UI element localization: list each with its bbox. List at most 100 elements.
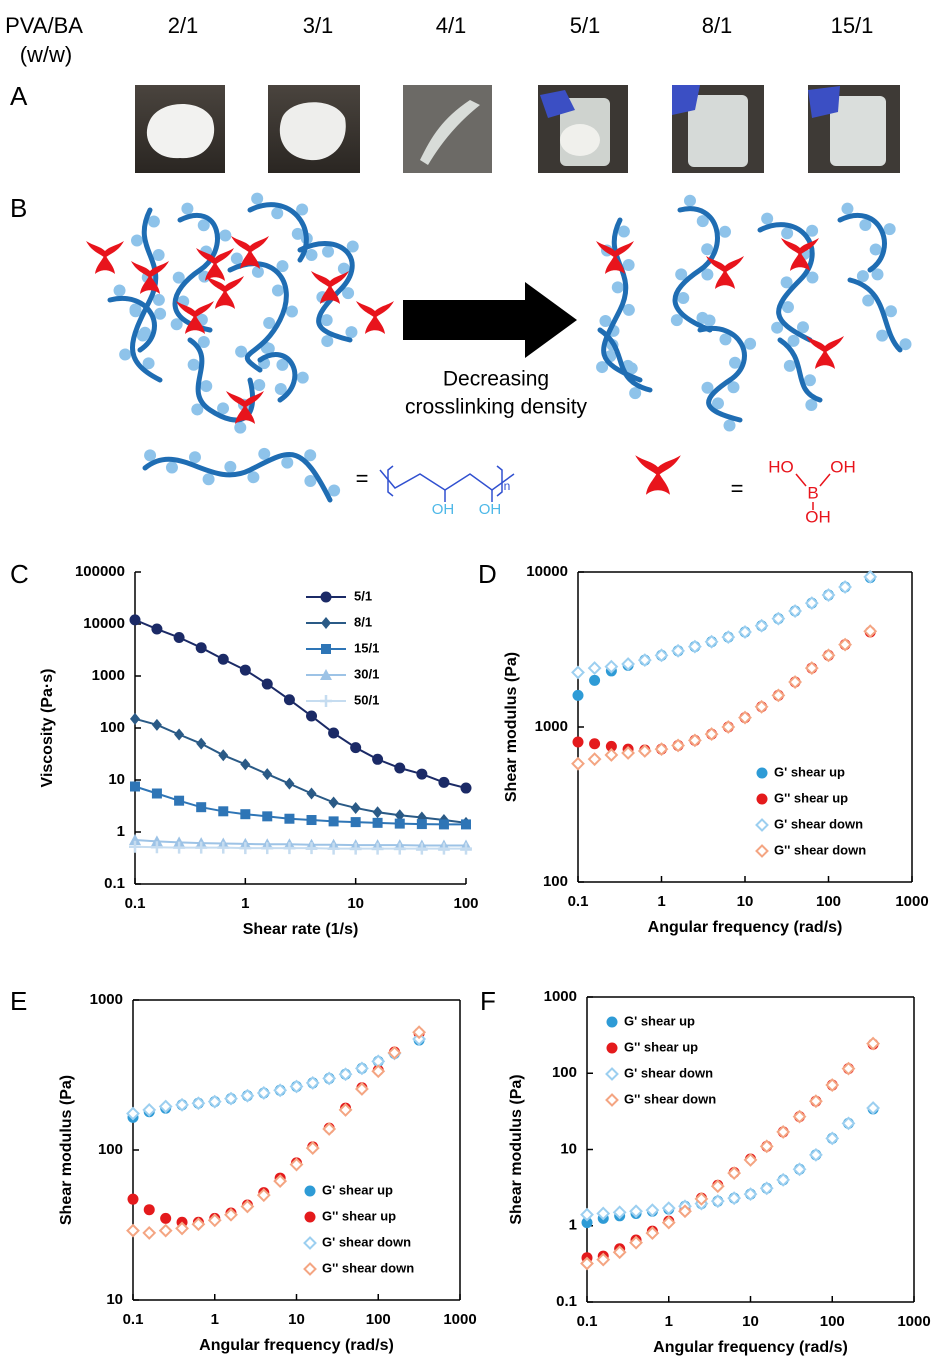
marker: [304, 1185, 316, 1197]
marker: [460, 782, 472, 794]
equals: =: [731, 476, 744, 501]
chain-dot: [683, 194, 696, 207]
chain-dot: [129, 305, 142, 318]
marker: [130, 781, 140, 792]
marker: [572, 689, 584, 701]
chain-dot: [271, 207, 284, 220]
legend-label: G'' shear up: [322, 1208, 396, 1223]
marker: [671, 643, 686, 658]
ho-label: HO: [768, 457, 794, 476]
marker: [572, 736, 584, 748]
marker: [804, 661, 819, 675]
chain-dot: [781, 301, 794, 314]
marker: [581, 1217, 593, 1229]
chain-dot: [224, 460, 237, 473]
marker: [605, 740, 617, 752]
equals: =: [356, 466, 369, 491]
marker: [350, 801, 361, 814]
marker: [804, 596, 819, 611]
marker: [273, 1083, 288, 1098]
chain-dot: [796, 321, 809, 334]
marker: [130, 712, 140, 725]
y-tick-label: 100: [543, 873, 568, 890]
marker: [460, 842, 472, 855]
marker: [262, 811, 273, 822]
chain-dot: [262, 342, 275, 355]
marker: [150, 841, 163, 854]
marker: [273, 1174, 288, 1189]
x-tick-label: 0.1: [568, 893, 589, 910]
marker: [721, 630, 736, 645]
legend-label: 15/1: [354, 640, 379, 655]
marker: [596, 1206, 611, 1221]
marker: [808, 1094, 823, 1109]
chain-dot: [805, 399, 818, 412]
x-tick-label: 1: [241, 895, 249, 912]
chain-dot: [172, 271, 185, 284]
marker: [283, 694, 295, 706]
y-tick-label: 1: [117, 823, 125, 840]
chain-dot: [320, 314, 333, 327]
marker: [863, 624, 878, 639]
chain-dot: [271, 284, 284, 297]
y-tick-label: 10000: [83, 615, 125, 632]
marker: [687, 639, 702, 654]
marker: [303, 1262, 317, 1276]
legend-label: G' shear down: [774, 816, 863, 831]
marker: [303, 1236, 317, 1250]
chain-dot: [622, 303, 635, 316]
y-tick-label: 10: [560, 1140, 577, 1157]
chain-dot: [761, 212, 774, 225]
y-tick-label: 1: [569, 1217, 577, 1234]
row-label: PVA/BA: [5, 13, 83, 38]
x-tick-label: 1: [211, 1311, 219, 1328]
chain-dot: [253, 379, 266, 392]
legend-label: 30/1: [354, 666, 379, 681]
marker: [771, 688, 786, 703]
marker: [587, 661, 602, 675]
chain-dot: [202, 473, 215, 486]
y-tick-label: 1000: [544, 988, 577, 1005]
chain-dot: [152, 249, 165, 262]
chain-dot: [276, 260, 289, 273]
marker: [387, 1045, 402, 1060]
line: [134, 785, 466, 826]
chain-dot: [701, 381, 714, 394]
marker: [338, 1103, 353, 1117]
marker: [621, 657, 636, 671]
marker: [661, 1215, 676, 1230]
oh-label: OH: [432, 501, 455, 518]
scheme: [86, 192, 912, 510]
x-tick-label: 1000: [897, 1313, 930, 1330]
line: [134, 839, 466, 847]
line: [134, 845, 466, 850]
marker: [321, 644, 331, 654]
marker: [261, 678, 273, 690]
marker: [372, 753, 384, 765]
arrow-text: Decreasing: [443, 368, 549, 391]
chain-dot: [276, 358, 289, 371]
marker: [175, 1097, 189, 1112]
chain-dot: [781, 227, 794, 240]
chain-dot: [181, 202, 194, 215]
legend-label: G'' shear down: [624, 1091, 716, 1106]
x-tick-label: 1: [657, 893, 665, 910]
marker: [710, 1194, 725, 1209]
chain-dot: [187, 358, 200, 371]
marker: [322, 1122, 337, 1136]
marker: [305, 1076, 320, 1090]
y-tick-label: 100: [552, 1064, 577, 1081]
marker: [571, 665, 585, 680]
legend-label: G' shear down: [322, 1234, 411, 1249]
ratio: 5/1: [570, 13, 601, 38]
chain-dot: [869, 243, 882, 256]
chain-dot: [144, 449, 157, 462]
chain-dot: [744, 337, 757, 350]
chain-dot: [629, 387, 642, 400]
x-tick-label: 10: [288, 1311, 305, 1328]
marker: [284, 813, 295, 824]
x-tick-label: 100: [816, 893, 841, 910]
y-tick-label: 1000: [92, 667, 125, 684]
marker: [637, 653, 652, 668]
marker: [196, 802, 207, 813]
